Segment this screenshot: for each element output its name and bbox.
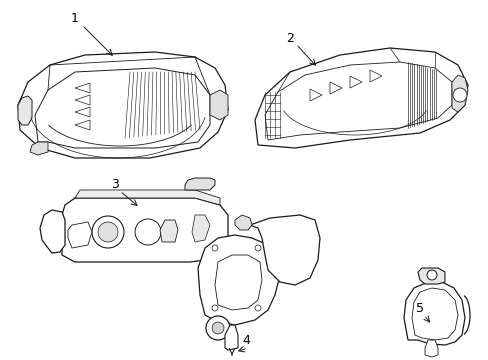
Polygon shape <box>249 215 319 285</box>
Polygon shape <box>68 222 92 248</box>
Text: 1: 1 <box>71 12 79 24</box>
Polygon shape <box>75 190 220 205</box>
Polygon shape <box>30 142 48 155</box>
Circle shape <box>205 316 229 340</box>
Polygon shape <box>411 288 457 340</box>
Polygon shape <box>215 255 262 310</box>
Circle shape <box>212 322 224 334</box>
Circle shape <box>98 222 118 242</box>
Polygon shape <box>369 70 381 82</box>
Polygon shape <box>235 215 251 230</box>
Polygon shape <box>35 68 209 148</box>
Circle shape <box>426 270 436 280</box>
Polygon shape <box>75 95 90 105</box>
Circle shape <box>212 245 218 251</box>
Polygon shape <box>40 210 65 253</box>
Text: 3: 3 <box>111 179 119 192</box>
Polygon shape <box>403 282 464 345</box>
Polygon shape <box>18 96 32 125</box>
Polygon shape <box>192 215 209 242</box>
Text: 2: 2 <box>285 31 293 45</box>
Polygon shape <box>18 52 227 158</box>
Polygon shape <box>329 82 341 94</box>
Polygon shape <box>349 76 361 88</box>
Polygon shape <box>451 75 467 112</box>
Circle shape <box>452 88 466 102</box>
Polygon shape <box>309 89 321 101</box>
Polygon shape <box>184 178 215 190</box>
Polygon shape <box>224 325 238 350</box>
Polygon shape <box>424 340 437 357</box>
Polygon shape <box>62 198 227 262</box>
Polygon shape <box>198 235 280 325</box>
Text: 5: 5 <box>415 302 423 315</box>
Circle shape <box>254 305 261 311</box>
Circle shape <box>92 216 124 248</box>
Circle shape <box>212 305 218 311</box>
Circle shape <box>135 219 161 245</box>
Polygon shape <box>417 268 444 284</box>
Polygon shape <box>254 48 467 148</box>
Text: 4: 4 <box>242 333 249 346</box>
Polygon shape <box>209 90 227 120</box>
Polygon shape <box>75 83 90 93</box>
Polygon shape <box>75 120 90 130</box>
Circle shape <box>254 245 261 251</box>
Polygon shape <box>75 107 90 117</box>
Polygon shape <box>160 220 178 242</box>
Polygon shape <box>264 62 451 140</box>
